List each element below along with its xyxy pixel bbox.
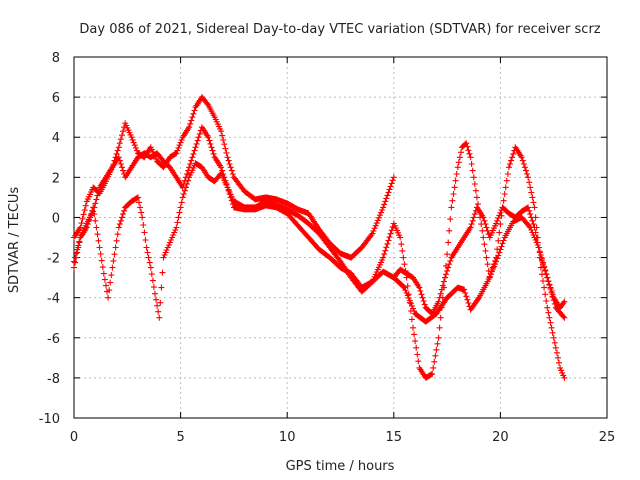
data-point-markers <box>71 160 568 325</box>
x-tick-label: 10 <box>279 430 296 445</box>
x-tick-label: 20 <box>492 430 509 445</box>
y-tick-label: 0 <box>52 211 60 226</box>
y-tick-label: -4 <box>47 292 60 307</box>
y-tick-labels: -10 -8 -6 -4 -2 0 2 4 6 8 <box>39 51 60 427</box>
y-tick-label: -6 <box>47 332 60 347</box>
plot-frame <box>73 56 608 419</box>
y-tick-label: 6 <box>52 91 60 106</box>
y-tick-label: -2 <box>47 252 60 267</box>
data-point-markers <box>71 124 568 381</box>
y-axis-label: SDTVAR / TECUs <box>7 187 22 294</box>
y-tick-label: 8 <box>52 51 60 66</box>
x-tick-labels: 0 5 10 15 20 25 <box>70 430 615 445</box>
tick-marks <box>73 56 608 419</box>
data-series <box>71 94 568 381</box>
grid-lines <box>74 57 607 418</box>
series-track-2 <box>71 160 568 325</box>
y-tick-label: -10 <box>39 412 60 427</box>
data-point-markers <box>390 204 568 317</box>
y-tick-label: -8 <box>47 372 60 387</box>
y-tick-label: 4 <box>52 131 60 146</box>
x-axis-label: GPS time / hours <box>286 459 395 474</box>
x-tick-label: 0 <box>70 430 78 445</box>
x-tick-label: 5 <box>176 430 184 445</box>
y-tick-label: 2 <box>52 171 60 186</box>
series-track-3 <box>71 124 568 381</box>
x-tick-label: 25 <box>599 430 616 445</box>
series-track-4 <box>390 204 568 317</box>
chart-title: Day 086 of 2021, Sidereal Day-to-day VTE… <box>79 22 600 37</box>
x-tick-label: 15 <box>386 430 403 445</box>
